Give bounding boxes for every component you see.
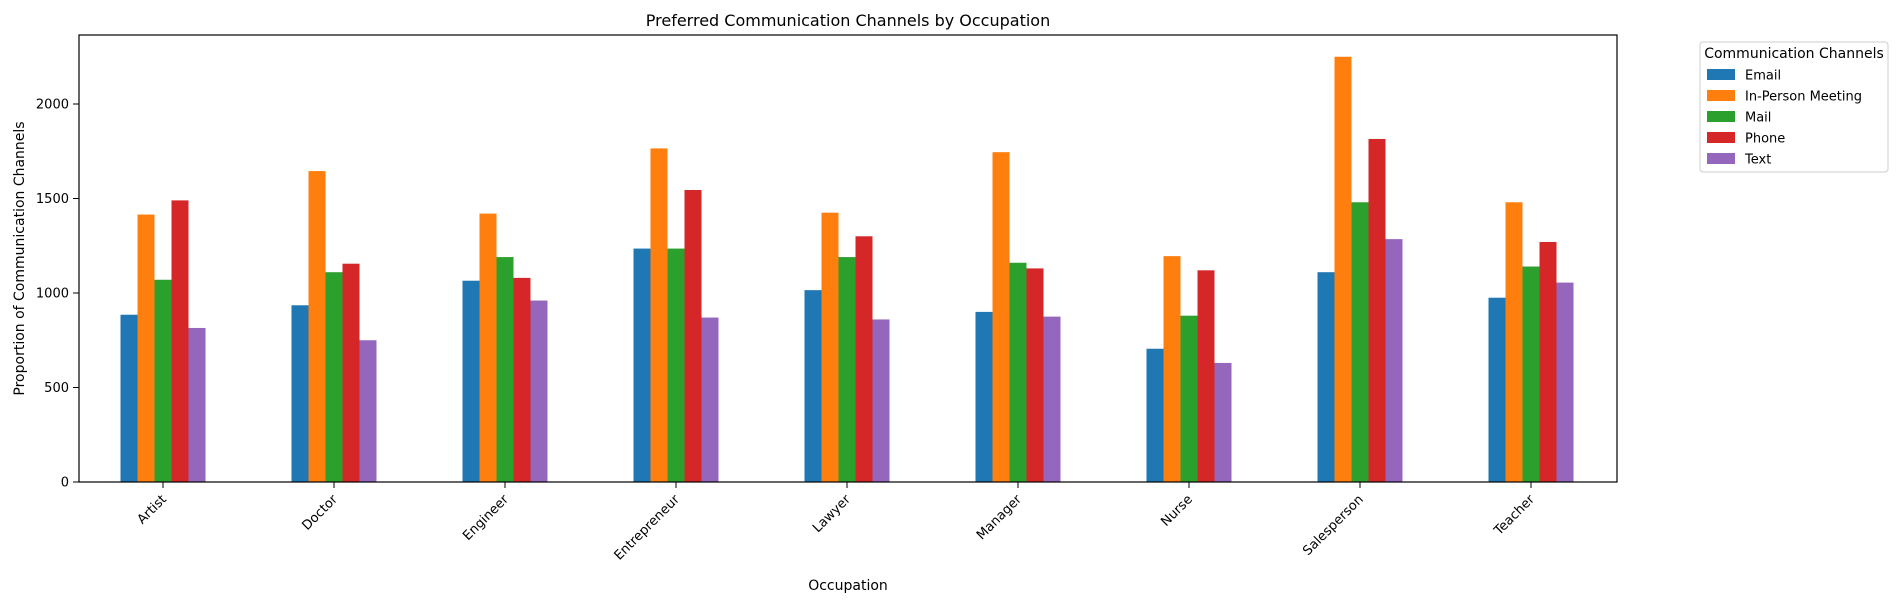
bar-email-artist [120,314,138,482]
legend-label-in-person-meeting: In-Person Meeting [1745,90,1862,105]
bar-in-person-meeting-salesperson [1334,56,1352,483]
bar-in-person-meeting-doctor [308,171,326,482]
bar-in-person-meeting-nurse [1163,256,1181,482]
legend-swatch-text [1707,153,1735,164]
bar-in-person-meeting-entrepreneur [650,148,668,482]
legend-swatch-email [1707,69,1735,80]
bar-phone-doctor [342,263,360,482]
bar-mail-manager [1009,262,1027,482]
bar-in-person-meeting-lawyer [821,212,839,483]
bar-in-person-meeting-engineer [479,213,497,483]
y-tick-label: 500 [44,381,69,396]
bar-phone-manager [1026,268,1044,482]
bar-text-artist [188,327,206,482]
bar-email-engineer [462,280,480,482]
x-tick-label-artist: Artist [135,492,170,527]
bar-text-teacher [1556,282,1574,482]
legend-swatch-in-person-meeting [1707,90,1735,101]
x-tick-label-teacher: Teacher [1491,492,1538,539]
legend-label-mail: Mail [1745,111,1771,126]
x-tick-label-manager: Manager [974,492,1025,543]
chart-title: Preferred Communication Channels by Occu… [646,11,1050,30]
bar-text-manager [1043,316,1061,482]
x-tick-label-lawyer: Lawyer [810,492,854,536]
legend: Communication Channels Email In-Person Mee… [1699,41,1889,173]
x-tick-label-salesperson: Salesperson [1300,492,1367,559]
bar-email-nurse [1146,348,1164,482]
bar-in-person-meeting-manager [992,152,1010,482]
legend-swatch-phone [1707,132,1735,143]
bar-in-person-meeting-teacher [1505,202,1523,482]
legend-title: Communication Channels [1704,46,1884,62]
bar-phone-engineer [513,277,531,482]
bar-phone-salesperson [1368,138,1386,482]
x-axis-title: Occupation [808,578,888,594]
bar-email-lawyer [804,290,822,482]
bar-mail-lawyer [838,257,856,482]
legend-box [1699,41,1889,173]
bar-text-engineer [530,300,548,482]
bar-email-salesperson [1317,272,1335,482]
y-tick-label: 1500 [36,192,69,207]
legend-label-email: Email [1745,69,1781,84]
bar-mail-entrepreneur [667,248,685,482]
legend-label-text: Text [1744,153,1771,168]
x-tick-label-engineer: Engineer [460,492,512,544]
bar-phone-lawyer [855,236,873,482]
y-tick-label: 2000 [36,97,69,112]
x-tick-label-doctor: Doctor [299,492,341,534]
plot-area [120,56,1574,483]
y-tick-label: 0 [61,476,69,491]
bar-email-doctor [291,305,309,482]
bar-mail-salesperson [1351,202,1369,482]
x-tick-label-nurse: Nurse [1158,492,1196,530]
legend-label-phone: Phone [1745,132,1785,147]
bar-text-entrepreneur [701,317,719,482]
bar-text-salesperson [1385,239,1403,482]
bar-mail-nurse [1180,315,1198,482]
bar-in-person-meeting-artist [137,214,155,482]
bar-phone-teacher [1539,241,1557,482]
bar-mail-doctor [325,272,343,482]
bar-email-entrepreneur [633,248,651,482]
x-tick-label-entrepreneur: Entrepreneur [612,492,684,564]
bar-text-lawyer [872,319,890,482]
bar-phone-artist [171,200,189,482]
bar-text-doctor [359,340,377,482]
bar-email-teacher [1488,297,1506,482]
bar-phone-nurse [1197,270,1215,482]
bar-text-nurse [1214,362,1232,482]
y-axis-title: Proportion of Communication Channels [12,121,28,395]
plot-frame [78,34,1618,483]
bar-mail-teacher [1522,266,1540,482]
bar-mail-engineer [496,257,514,482]
bar-email-manager [975,311,993,482]
bar-phone-entrepreneur [684,189,702,483]
bar-mail-artist [154,279,172,482]
y-tick-label: 1000 [36,286,69,301]
legend-swatch-mail [1707,111,1735,122]
